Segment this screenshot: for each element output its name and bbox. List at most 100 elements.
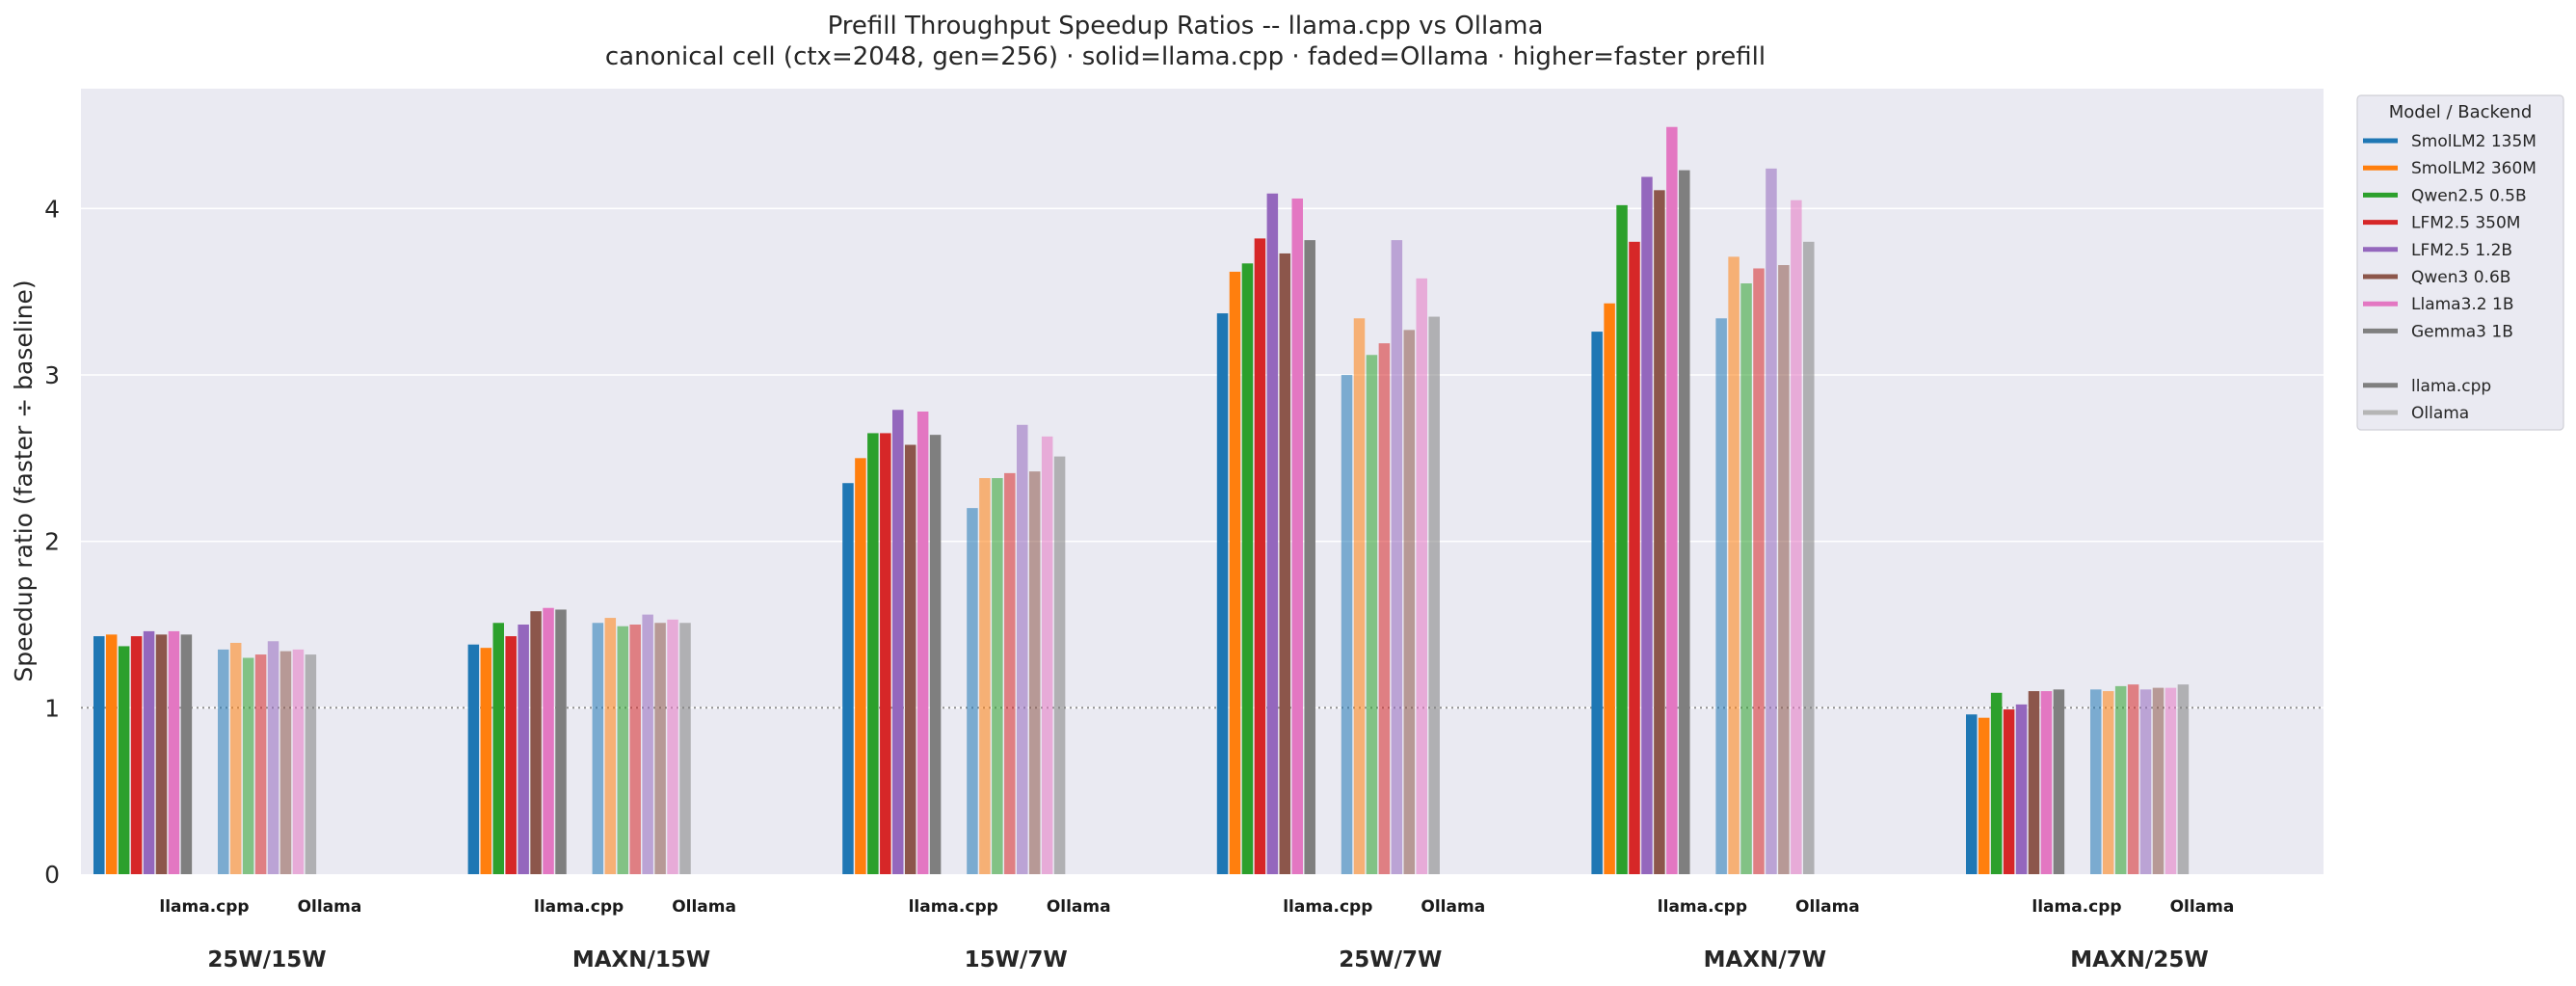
bar-ollama (2139, 689, 2152, 874)
bar-llama-cpp (904, 444, 916, 874)
bar-ollama (1366, 355, 1378, 874)
bar-ollama (229, 642, 242, 874)
x-sub-label-llama-cpp: llama.cpp (534, 897, 624, 917)
bar-ollama (1041, 436, 1053, 874)
bar-llama-cpp (1304, 240, 1315, 874)
legend-entry: LFM2.5 350M (2411, 214, 2520, 233)
bar-llama-cpp (1591, 332, 1603, 875)
plot-area (81, 89, 2324, 874)
bar-llama-cpp (855, 458, 866, 874)
bar-llama-cpp (867, 433, 879, 874)
bar-ollama (1053, 456, 1066, 874)
bar-llama-cpp (1990, 692, 2003, 874)
bar-llama-cpp (1229, 271, 1241, 875)
bar-llama-cpp (842, 483, 854, 874)
bar-ollama (2152, 687, 2164, 874)
y-tick-label: 2 (44, 528, 60, 556)
bar-llama-cpp (143, 630, 155, 874)
bar-llama-cpp (1966, 714, 1978, 874)
legend-entry: Qwen2.5 0.5B (2411, 186, 2527, 205)
y-tick-label: 0 (44, 861, 60, 889)
legend-entry: Gemma3 1B (2411, 322, 2513, 341)
chart-title: Prefill Throughput Speedup Ratios -- lla… (827, 12, 1544, 40)
bar-ollama (979, 478, 991, 874)
bar-llama-cpp (168, 630, 180, 874)
bar-ollama (1778, 265, 1790, 874)
bar-ollama (2127, 684, 2139, 874)
bar-llama-cpp (2003, 709, 2015, 874)
bar-llama-cpp (505, 636, 517, 874)
bar-ollama (2164, 687, 2177, 874)
bar-ollama (305, 654, 317, 874)
bar-llama-cpp (105, 634, 118, 874)
bar-llama-cpp (118, 646, 130, 874)
bar-ollama (2090, 689, 2102, 874)
x-sub-label-llama-cpp: llama.cpp (1658, 897, 1747, 917)
bar-ollama (667, 619, 678, 874)
bar-ollama (1403, 330, 1416, 875)
bar-ollama (1715, 318, 1727, 874)
bar-ollama (992, 478, 1003, 874)
bar-llama-cpp (1279, 253, 1291, 874)
bar-llama-cpp (543, 607, 554, 874)
bar-ollama (1028, 471, 1041, 874)
x-sub-label-ollama: Ollama (1421, 897, 1485, 917)
bar-llama-cpp (2040, 691, 2053, 874)
x-sub-label-llama-cpp: llama.cpp (2032, 897, 2121, 917)
bar-ollama (2114, 685, 2127, 874)
bar-ollama (1791, 200, 1802, 875)
legend-entry: llama.cpp (2411, 377, 2491, 396)
y-tick-label: 1 (44, 694, 60, 722)
bar-llama-cpp (2028, 691, 2040, 874)
x-category-label: 15W/7W (965, 947, 1068, 973)
bar-llama-cpp (155, 634, 168, 874)
bar-ollama (2177, 684, 2190, 874)
bar-ollama (242, 657, 254, 874)
bar-llama-cpp (1604, 303, 1615, 874)
bar-llama-cpp (130, 636, 143, 874)
bar-ollama (967, 508, 978, 874)
bar-llama-cpp (93, 636, 105, 874)
x-sub-label-ollama: Ollama (1795, 897, 1860, 917)
x-sub-label-ollama: Ollama (672, 897, 736, 917)
grid-lines (81, 207, 2324, 709)
x-sub-label-ollama: Ollama (2170, 897, 2235, 917)
x-sub-label-llama-cpp: llama.cpp (159, 897, 249, 917)
legend-box (2356, 94, 2564, 431)
bar-ollama (592, 623, 604, 874)
chart-subtitle: canonical cell (ctx=2048, gen=256) · sol… (604, 42, 1766, 71)
bar-llama-cpp (1654, 190, 1665, 875)
bar-llama-cpp (467, 644, 480, 874)
bar-ollama (1004, 472, 1016, 874)
x-sub-label-ollama: Ollama (298, 897, 362, 917)
bar-llama-cpp (2015, 704, 2028, 874)
bar-ollama (679, 623, 691, 874)
bar-ollama (1766, 168, 1777, 875)
x-category-label: 25W/15W (207, 947, 326, 973)
x-category-label: MAXN/7W (1704, 947, 1826, 973)
bar-llama-cpp (1291, 198, 1303, 875)
bar-llama-cpp (1629, 241, 1640, 874)
bar-ollama (604, 618, 617, 874)
legend-entry: Ollama (2411, 404, 2469, 423)
y-tick-label: 4 (44, 195, 60, 223)
legend-entry: LFM2.5 1.2B (2411, 241, 2512, 260)
bar-llama-cpp (1978, 717, 1990, 874)
y-axis-label: Speedup ratio (faster ÷ baseline) (10, 280, 38, 681)
bar-llama-cpp (916, 411, 929, 874)
bar-ollama (267, 641, 279, 874)
bar-ollama (1017, 424, 1028, 874)
x-sub-label-llama-cpp: llama.cpp (909, 897, 998, 917)
bar-llama-cpp (1641, 176, 1653, 874)
legend-title: Model / Backend (2389, 102, 2533, 122)
bar-ollama (642, 614, 653, 874)
bar-llama-cpp (1241, 263, 1254, 874)
legend-entry: Llama3.2 1B (2411, 295, 2514, 314)
bar-ollama (1740, 283, 1752, 874)
x-sub-label-llama-cpp: llama.cpp (1283, 897, 1372, 917)
bar-llama-cpp (1266, 193, 1279, 874)
x-sub-label-ollama: Ollama (1047, 897, 1111, 917)
legend-entry: Qwen3 0.6B (2411, 268, 2510, 287)
bar-llama-cpp (530, 611, 542, 874)
